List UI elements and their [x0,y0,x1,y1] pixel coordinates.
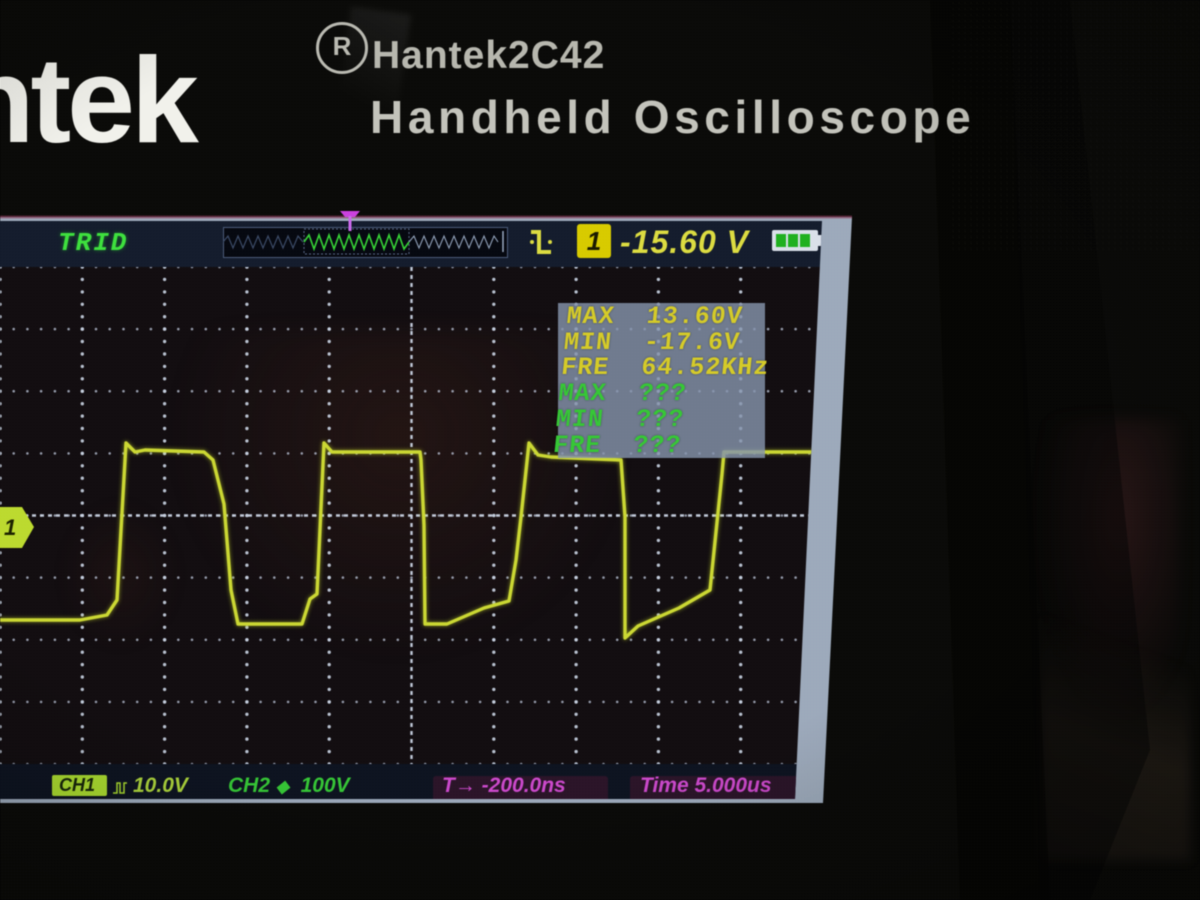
svg-text:1: 1 [4,515,16,540]
